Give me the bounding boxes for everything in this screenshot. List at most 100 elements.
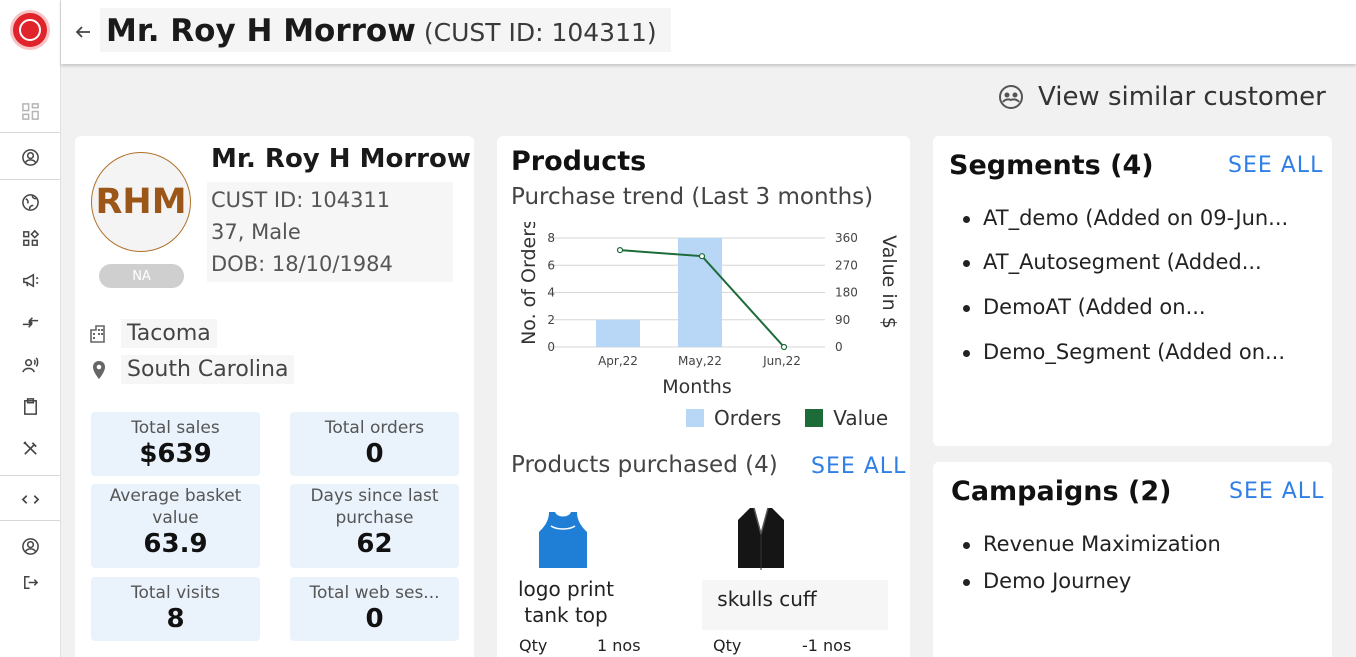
campaigns-title: Campaigns (2) xyxy=(951,476,1172,507)
campaign-item[interactable]: Demo Journey xyxy=(962,569,1132,593)
stat-label: Total sales xyxy=(131,418,220,438)
location-pin-icon xyxy=(93,360,105,379)
back-arrow-icon[interactable] xyxy=(71,20,95,44)
page-header: Mr. Roy H Morrow (CUST ID: 104311) xyxy=(61,0,1356,64)
legend-swatch-value xyxy=(805,409,824,427)
chart-legend: Orders Value xyxy=(686,406,910,430)
logout-icon[interactable] xyxy=(0,564,60,600)
segment-item[interactable]: AT_demo (Added on 09-Jun... xyxy=(962,206,1289,230)
product-name-line: skulls cuff xyxy=(717,587,817,611)
y2-tick-label: 0 xyxy=(835,340,843,354)
legend-label-value: Value xyxy=(833,406,889,430)
stat-total-sales: Total sales $639 xyxy=(91,412,260,476)
voice-user-icon[interactable] xyxy=(0,347,60,383)
city-label: Tacoma xyxy=(121,319,217,348)
widgets-icon[interactable] xyxy=(0,220,60,256)
state-label: South Carolina xyxy=(121,355,295,384)
segments-see-all-link[interactable]: SEE ALL xyxy=(1228,153,1324,178)
profile-card: RHM NA Mr. Roy H Morrow CUST ID: 104311 … xyxy=(75,136,474,657)
legend-label-orders: Orders xyxy=(714,406,782,430)
segment-item[interactable]: DemoAT (Added on... xyxy=(963,295,1206,319)
stat-label: Total web ses... xyxy=(309,583,440,603)
segment-item[interactable]: Demo_Segment (Added on... xyxy=(962,340,1286,364)
stat-label: Days since last purchase xyxy=(310,486,439,528)
segments-card: Segments (4) SEE ALL AT_demo (Added on 0… xyxy=(933,136,1332,446)
product-qty-label-1: Qty xyxy=(519,636,548,655)
stat-value: 0 xyxy=(365,439,384,469)
y-tick-label: 0 xyxy=(547,340,555,354)
tools-icon[interactable] xyxy=(0,430,60,466)
stat-value: 0 xyxy=(365,604,384,634)
x-tick-label: May,22 xyxy=(678,354,722,368)
globe-icon[interactable] xyxy=(0,184,60,220)
product-name-1: logo print tank top xyxy=(511,576,621,628)
stat-total-web-sessions: Total web ses... 0 xyxy=(290,577,459,641)
x-tick-label: Jun,22 xyxy=(762,354,801,368)
profile-age-gender: 37, Male xyxy=(211,220,301,244)
stat-total-visits: Total visits 8 xyxy=(91,577,260,641)
x-axis-label: Months xyxy=(662,376,731,398)
clipboard-icon[interactable] xyxy=(0,388,60,424)
stat-label: Total visits xyxy=(131,583,220,603)
stat-days-since-purchase: Days since last purchase 62 xyxy=(290,484,459,568)
customer-id-title: (CUST ID: 104311) xyxy=(423,18,657,47)
tank-top-icon[interactable] xyxy=(535,508,591,576)
product-name-bg xyxy=(702,580,888,630)
x-tick-label: Apr,22 xyxy=(598,354,638,368)
line-point xyxy=(698,253,706,260)
blazer-icon[interactable] xyxy=(734,506,788,576)
avatar: RHM xyxy=(91,152,191,252)
y-axis-label: No. of Orders xyxy=(518,222,540,345)
avatar-initials: RHM xyxy=(95,182,187,222)
stat-value: 63.9 xyxy=(143,529,208,559)
y-tick-label: 6 xyxy=(547,258,555,272)
customer-name-title: Mr. Roy H Morrow xyxy=(106,13,416,49)
product-qty-label-2: Qty xyxy=(713,636,742,655)
profile-cust-id: CUST ID: 104311 xyxy=(211,188,391,212)
building-icon xyxy=(90,324,105,343)
purchase-trend-title: Purchase trend (Last 3 months) xyxy=(511,184,874,210)
segment-item[interactable]: AT_Autosegment (Added... xyxy=(963,250,1262,274)
line-point xyxy=(616,247,624,254)
y2-tick-label: 360 xyxy=(835,231,858,245)
stat-average-basket: Average basket value 63.9 xyxy=(91,484,260,568)
products-purchased-title: Products purchased (4) xyxy=(511,452,778,478)
dashboard-icon[interactable] xyxy=(0,93,60,129)
stat-value: 62 xyxy=(356,529,393,559)
campaigns-card: Campaigns (2) SEE ALL Revenue Maximizati… xyxy=(933,462,1332,657)
stat-label: Average basket value xyxy=(109,486,242,528)
segments-title: Segments (4) xyxy=(949,150,1154,181)
product-name-line: logo print xyxy=(517,577,615,601)
sidebar xyxy=(0,0,61,657)
customer-profile-icon[interactable] xyxy=(0,139,60,175)
bar-orders xyxy=(596,319,640,347)
campaigns-see-all-link[interactable]: SEE ALL xyxy=(1229,479,1325,504)
account-icon[interactable] xyxy=(0,528,60,564)
state-row: South Carolina xyxy=(89,355,295,384)
status-badge: NA xyxy=(99,264,184,288)
product-qty-value-2: -1 nos xyxy=(802,636,852,655)
megaphone-icon[interactable] xyxy=(0,262,60,298)
product-name-2: skulls cuff xyxy=(702,586,832,612)
products-see-all-link[interactable]: SEE ALL xyxy=(811,454,907,479)
code-icon[interactable] xyxy=(0,481,60,517)
y-tick-label: 2 xyxy=(547,313,555,327)
campaign-item[interactable]: Revenue Maximization xyxy=(963,532,1221,556)
page-title: Mr. Roy H Morrow (CUST ID: 104311) xyxy=(100,8,671,52)
brand-logo[interactable] xyxy=(10,10,50,50)
y2-tick-label: 180 xyxy=(835,286,858,300)
stat-value: $639 xyxy=(139,439,212,469)
profile-dob: DOB: 18/10/1984 xyxy=(211,252,393,276)
stat-value: 8 xyxy=(166,604,185,634)
view-similar-customer-button[interactable]: View similar customer xyxy=(998,82,1326,112)
profile-info: CUST ID: 104311 37, Male DOB: 18/10/1984 xyxy=(207,182,453,282)
y2-tick-label: 270 xyxy=(835,258,858,272)
legend-swatch-orders xyxy=(686,409,704,427)
line-point xyxy=(780,343,788,351)
city-row: Tacoma xyxy=(89,319,217,348)
purchase-trend-chart: 0 2 4 6 8 0 90 180 270 360 Apr,22 May,22 Jun,22 No… xyxy=(518,222,900,398)
stat-total-orders: Total orders 0 xyxy=(290,412,459,476)
y2-axis-label: Value in $ xyxy=(878,235,900,329)
compare-arrows-icon[interactable] xyxy=(0,304,60,340)
view-similar-label: View similar customer xyxy=(1038,82,1326,112)
